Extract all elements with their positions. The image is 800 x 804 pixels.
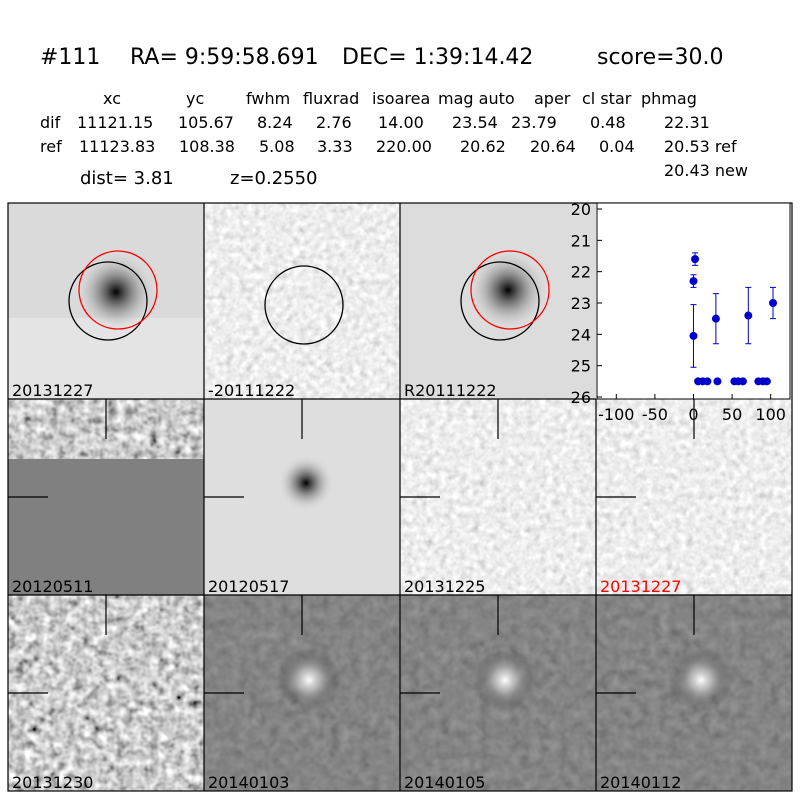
column-header: isoarea <box>372 89 430 108</box>
stamp-label: 20131225 <box>404 577 485 596</box>
stamps <box>7 202 793 792</box>
plot-area <box>596 202 791 400</box>
data-point <box>689 331 698 340</box>
source <box>278 455 334 511</box>
dist: dist= 3.81 <box>80 168 174 189</box>
table-cell: 20.64 <box>530 137 576 156</box>
column-header: yc <box>186 89 204 108</box>
stamp-image <box>204 203 400 399</box>
table-cell: 11123.83 <box>79 137 155 156</box>
table-cell: 8.24 <box>257 113 293 132</box>
table-cell: 5.08 <box>259 137 295 156</box>
dec: DEC= 1:39:14.42 <box>342 45 533 70</box>
data-point <box>689 277 698 286</box>
y-tick-label: 21 <box>571 231 591 250</box>
stamp-labels: 20131227 -20111222 R20111222 20120511 201205… <box>12 381 681 792</box>
stamp-label: R20111222 <box>404 381 497 400</box>
data-point <box>744 311 753 320</box>
stamp-label: 20140112 <box>600 773 681 792</box>
phmag-new: 20.43 new <box>664 161 748 180</box>
x-tick-label: 100 <box>755 405 786 424</box>
x-tick-label: 0 <box>688 405 698 424</box>
source <box>76 252 156 332</box>
y-tick-label: 22 <box>571 263 591 282</box>
table-cell: 14.00 <box>378 113 424 132</box>
stamp-label: 20120511 <box>12 577 93 596</box>
table-cell: 2.76 <box>316 113 352 132</box>
ra: RA= 9:59:58.691 <box>130 45 319 70</box>
data-point <box>738 377 747 386</box>
table-cell: 105.67 <box>178 113 234 132</box>
source <box>473 648 537 712</box>
y-tick-label: 25 <box>571 357 591 376</box>
table-cell: 0.48 <box>590 113 626 132</box>
stamp-image <box>8 459 204 595</box>
table-cell: 20.53 ref <box>664 137 737 156</box>
table-cell: 3.33 <box>317 137 353 156</box>
stamp-label: -20111222 <box>208 381 295 400</box>
data-point <box>713 377 722 386</box>
table-cell: 23.79 <box>511 113 557 132</box>
stamp-label: 20131230 <box>12 773 93 792</box>
data-point <box>703 377 712 386</box>
column-header: xc <box>103 89 121 108</box>
x-tick-label: -100 <box>598 405 634 424</box>
aperture <box>460 261 540 341</box>
aperture <box>68 261 148 341</box>
aperture <box>470 250 550 330</box>
stamp-label: 20140105 <box>404 773 485 792</box>
table-cell: 108.38 <box>179 137 235 156</box>
title: #111 RA= 9:59:58.691 DEC= 1:39:14.42 sco… <box>40 45 724 70</box>
column-header: aper <box>534 89 571 108</box>
column-header: mag auto <box>438 89 515 108</box>
stamp-label: 20140103 <box>208 773 289 792</box>
y-tick-label: 23 <box>571 294 591 313</box>
score: score=30.0 <box>597 45 724 70</box>
source <box>277 648 341 712</box>
source <box>468 250 548 330</box>
stamp-label: 20131227 <box>600 577 681 596</box>
y-tick-label: 20 <box>571 200 591 219</box>
aperture <box>264 265 344 345</box>
x-tick-label: 50 <box>722 405 742 424</box>
aperture <box>78 250 158 330</box>
data-point <box>691 255 700 264</box>
stamp-label: 20131227 <box>12 381 93 400</box>
light-curve: 20 21 22 23 24 25 26 -100 -50 0 50 100 <box>571 200 791 424</box>
table-cell: 22.31 <box>664 113 710 132</box>
data-point <box>762 377 771 386</box>
table-cell: 23.54 <box>452 113 498 132</box>
table-cell: 11121.15 <box>77 113 153 132</box>
table-cell: dif <box>40 113 61 132</box>
x-tick-label: -50 <box>642 405 668 424</box>
data-point <box>769 299 778 307</box>
cand-id: #111 <box>40 45 100 70</box>
y-tick-label: 26 <box>571 388 591 407</box>
stamp-label: 20120517 <box>208 577 289 596</box>
source <box>669 648 733 712</box>
y-tick-label: 24 <box>571 325 591 344</box>
table-cell: 220.00 <box>376 137 432 156</box>
table-cell: ref <box>40 137 62 156</box>
column-header: phmag <box>641 89 697 108</box>
column-header: cl star <box>582 89 632 108</box>
table: xc yc fwhm fluxrad isoarea mag auto aper cl sta… <box>40 89 737 156</box>
table-cell: 0.04 <box>599 137 635 156</box>
grid-frame <box>8 203 792 791</box>
column-header: fwhm <box>246 89 290 108</box>
table-cell: 20.62 <box>460 137 506 156</box>
redshift: z=0.2550 <box>230 168 318 189</box>
column-header: fluxrad <box>303 89 359 108</box>
data-point <box>711 314 720 323</box>
